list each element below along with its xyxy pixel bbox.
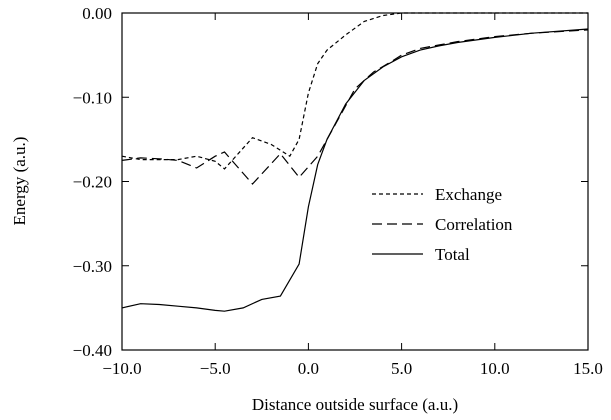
series-line-exchange <box>121 12 588 170</box>
y-axis-label: Energy (a.u.) <box>10 137 29 226</box>
series-group <box>121 12 589 312</box>
x-tick-label: 5.0 <box>391 359 412 378</box>
x-tick-label: 10.0 <box>480 359 510 378</box>
x-tick-label: −10.0 <box>102 359 141 378</box>
legend-label-correlation: Correlation <box>435 215 513 234</box>
y-tick-label: −0.40 <box>73 341 112 360</box>
y-tick-label: −0.30 <box>73 257 112 276</box>
legend-label-exchange: Exchange <box>435 185 502 204</box>
x-axis-label: Distance outside surface (a.u.) <box>252 395 458 414</box>
plot-frame <box>121 12 589 351</box>
y-tick-label: 0.00 <box>82 4 112 23</box>
y-tick-label: −0.20 <box>73 173 112 192</box>
x-tick-label: 15.0 <box>573 359 603 378</box>
x-tick-label: −5.0 <box>200 359 231 378</box>
x-tick-label: 0.0 <box>298 359 319 378</box>
axis-ticks: −10.0 −5.0 0.0 5.0 10.0 15.0 0.00 −0.10 −0.20 −0.… <box>73 4 603 378</box>
y-tick-label: −0.10 <box>73 88 112 107</box>
series-line-correlation <box>121 29 589 185</box>
legend: Exchange Correlation Total <box>372 185 513 264</box>
series-line-total <box>121 28 589 312</box>
legend-label-total: Total <box>435 245 470 264</box>
